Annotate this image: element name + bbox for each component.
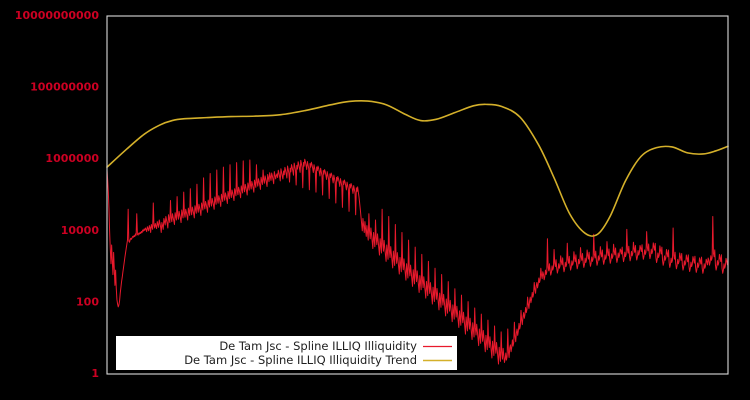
legend-background [116,336,457,370]
legend-entry-illiquidity-trend[interactable]: De Tam Jsc - Spline ILLIQ Illiquidity Tr… [184,353,452,367]
y-axis-tick-label: 1000000 [45,152,99,165]
chart-legend[interactable]: De Tam Jsc - Spline ILLIQ Illiquidity De… [116,336,457,370]
legend-label-illiquidity-trend: De Tam Jsc - Spline ILLIQ Illiquidity Tr… [184,353,417,367]
series-illiquidity-trend-line [106,99,729,237]
y-axis-tick-label: 1 [91,367,99,380]
y-axis-tick-label: 100 [76,295,99,308]
y-axis-tick-label: 10000000000 [15,9,100,22]
y-axis-tick-label: 100000000 [30,81,99,94]
y-axis-tick-label: 10000 [61,224,100,237]
plot-area-background [107,16,728,374]
legend-entry-illiquidity[interactable]: De Tam Jsc - Spline ILLIQ Illiquidity [219,339,452,353]
data-series-layer [106,99,729,365]
legend-label-illiquidity: De Tam Jsc - Spline ILLIQ Illiquidity [219,339,417,353]
plot-area-border [106,15,729,375]
series-illiquidity-line [106,158,729,365]
y-axis-tick-labels: 1 100 10000 1000000 100000000 10000000000 [15,9,100,380]
